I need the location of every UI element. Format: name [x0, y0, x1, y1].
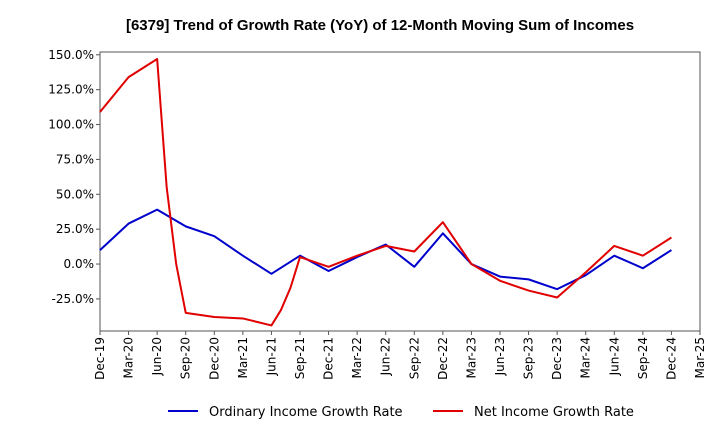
- x-tick-label: Jun-21: [264, 337, 278, 376]
- y-tick-label: 25.0%: [56, 222, 94, 236]
- x-tick-label: Dec-24: [664, 337, 678, 380]
- series-line-net-income: [99, 57, 672, 327]
- legend-label: Ordinary Income Growth Rate: [209, 405, 403, 420]
- x-tick-label: Dec-23: [550, 337, 564, 380]
- x-tick-label: Mar-21: [236, 337, 250, 378]
- x-tick-label: Dec-21: [322, 337, 336, 380]
- y-tick-label: 50.0%: [56, 187, 94, 201]
- x-tick-label: Mar-25: [693, 337, 707, 378]
- x-tick-label: Sep-20: [179, 337, 193, 379]
- chart-title: [6379] Trend of Growth Rate (YoY) of 12-…: [126, 17, 634, 34]
- x-tick-label: Jun-20: [150, 337, 164, 376]
- x-tick-label: Jun-24: [607, 337, 621, 376]
- x-tick-label: Mar-23: [464, 337, 478, 378]
- legend-label: Net Income Growth Rate: [474, 405, 634, 420]
- x-tick-label: Dec-20: [207, 337, 221, 380]
- plot-area: [99, 51, 701, 332]
- x-tick-label: Sep-24: [636, 337, 650, 379]
- x-tick-label: Sep-21: [293, 337, 307, 379]
- x-tick-label: Mar-20: [122, 337, 136, 378]
- x-tick-label: Sep-23: [522, 337, 536, 379]
- x-tick-label: Dec-19: [93, 337, 107, 380]
- y-tick-label: 75.0%: [56, 152, 94, 166]
- x-tick-label: Mar-22: [350, 337, 364, 378]
- x-tick-label: Mar-24: [579, 337, 593, 378]
- x-tick-label: Jun-23: [493, 337, 507, 376]
- series-lines: [99, 57, 672, 327]
- x-tick-label: Jun-22: [379, 337, 393, 376]
- y-tick-label: -25.0%: [52, 292, 94, 306]
- legend: Ordinary Income Growth Rate Net Income Gr…: [168, 405, 634, 420]
- x-tick-label: Dec-22: [436, 337, 450, 380]
- y-tick-label: 150.0%: [48, 48, 94, 62]
- axes: 150.0% 125.0% 100.0% 75.0% 50.0% 25.0% 0.0% -25…: [48, 48, 707, 380]
- y-tick-label: 125.0%: [48, 83, 94, 97]
- x-tick-label: Sep-22: [407, 337, 421, 379]
- y-tick-label: 100.0%: [48, 118, 94, 132]
- y-tick-label: 0.0%: [64, 257, 95, 271]
